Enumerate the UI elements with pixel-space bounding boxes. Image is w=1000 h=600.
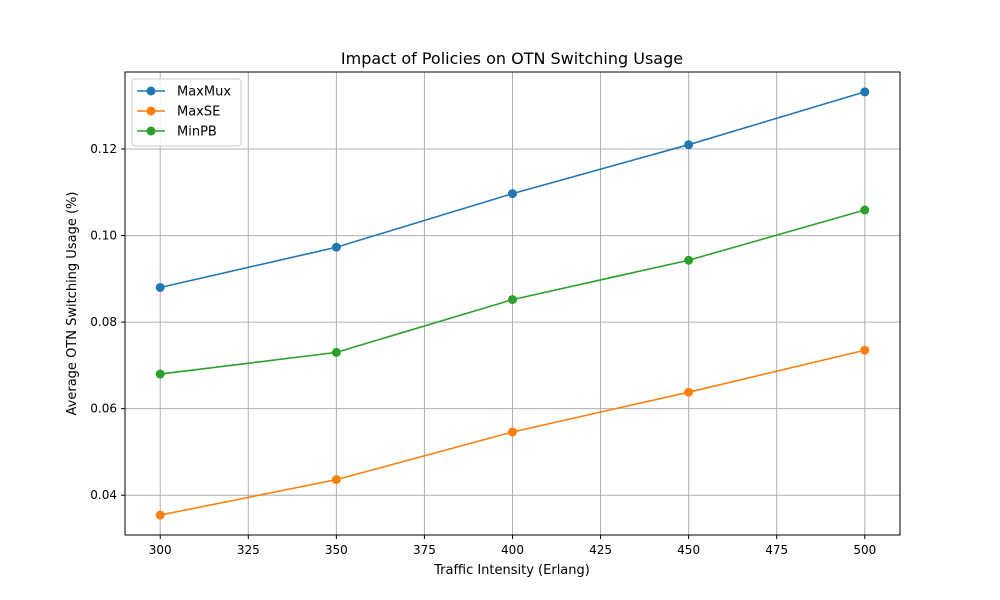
x-tick-label: 350 bbox=[325, 543, 348, 557]
legend-label: MaxSE bbox=[177, 105, 220, 120]
y-tick-label: 0.08 bbox=[90, 315, 117, 329]
x-tick-label: 450 bbox=[677, 543, 700, 557]
y-axis-label: Average OTN Switching Usage (%) bbox=[65, 192, 80, 416]
data-point-maxmux bbox=[684, 140, 694, 150]
y-tick-label: 0.06 bbox=[90, 402, 117, 416]
legend-item-minpb: MinPB bbox=[137, 125, 217, 140]
legend-swatch-marker bbox=[146, 86, 156, 96]
x-tick-label: 375 bbox=[413, 543, 436, 557]
data-point-maxmux bbox=[508, 189, 517, 199]
data-point-minpb bbox=[684, 255, 694, 265]
x-tick-label: 500 bbox=[853, 543, 876, 557]
data-point-maxmux bbox=[860, 87, 870, 97]
x-tick-label: 475 bbox=[765, 543, 788, 557]
grid bbox=[125, 72, 900, 535]
legend-label: MaxMux bbox=[177, 85, 231, 100]
legend-box bbox=[131, 78, 242, 147]
legend-swatch-marker bbox=[146, 106, 156, 116]
series-maxmux bbox=[155, 87, 870, 292]
x-tick-label: 425 bbox=[589, 543, 612, 557]
legend-item-maxse: MaxSE bbox=[137, 105, 220, 120]
data-point-minpb bbox=[331, 347, 341, 357]
x-tick-label: 400 bbox=[501, 543, 524, 557]
data-point-maxse bbox=[508, 427, 517, 437]
x-axis-ticks: 300 325 350 375 400 425 450 475 500 bbox=[149, 535, 876, 557]
data-point-maxse bbox=[684, 387, 694, 397]
series-maxse bbox=[155, 345, 870, 520]
legend: MaxMux MaxSE MinPB bbox=[131, 78, 242, 147]
data-point-minpb bbox=[155, 369, 165, 379]
data-point-maxse bbox=[331, 475, 341, 485]
data-point-minpb bbox=[508, 295, 517, 305]
chart-title: Impact of Policies on OTN Switching Usag… bbox=[341, 49, 683, 68]
data-point-maxse bbox=[155, 510, 165, 520]
data-point-maxse bbox=[860, 345, 870, 355]
y-tick-label: 0.04 bbox=[90, 488, 117, 502]
y-axis-ticks: 0.04 0.06 0.08 0.10 0.12 bbox=[90, 142, 125, 502]
series-minpb bbox=[155, 205, 870, 379]
x-tick-label: 300 bbox=[149, 543, 172, 557]
y-tick-label: 0.10 bbox=[90, 229, 117, 243]
data-point-maxmux bbox=[331, 242, 341, 252]
legend-swatch-marker bbox=[146, 126, 156, 136]
data-point-maxmux bbox=[155, 282, 165, 292]
data-point-minpb bbox=[860, 205, 870, 215]
legend-item-maxmux: MaxMux bbox=[137, 85, 231, 100]
y-tick-label: 0.12 bbox=[90, 142, 117, 156]
x-axis-label: Traffic Intensity (Erlang) bbox=[433, 563, 590, 578]
legend-label: MinPB bbox=[177, 125, 217, 140]
series-group bbox=[155, 87, 870, 520]
x-tick-label: 325 bbox=[237, 543, 260, 557]
